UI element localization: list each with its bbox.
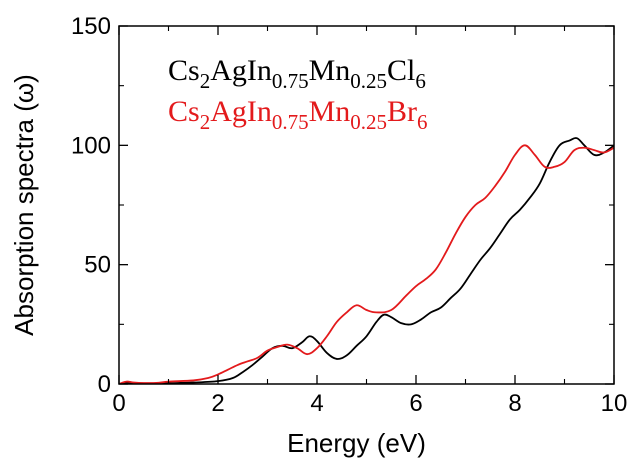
x-tick-label: 8 [508, 390, 521, 417]
x-tick-label: 0 [112, 390, 125, 417]
legend-entry-1: Cs2AgIn0.75Mn0.25Cl6 [168, 54, 426, 93]
x-tick-label: 4 [310, 390, 323, 417]
y-tick-label: 150 [71, 13, 111, 40]
x-tick-label: 6 [409, 390, 422, 417]
x-axis-label: Energy (eV) [287, 428, 426, 458]
series-line-2 [119, 144, 614, 384]
x-tick-label: 2 [211, 390, 224, 417]
y-tick-label: 100 [71, 132, 111, 159]
legend-entry-2: Cs2AgIn0.75Mn0.25Br6 [168, 95, 428, 134]
labels-layer: Energy (eV) Absorption spectra (ω) [9, 74, 426, 458]
y-tick-label: 0 [98, 371, 111, 398]
series-layer [119, 137, 614, 384]
x-tick-label: 10 [601, 390, 628, 417]
y-axis-label: Absorption spectra (ω) [9, 74, 39, 336]
series-line-1 [119, 137, 614, 384]
y-tick-label: 50 [84, 252, 111, 279]
